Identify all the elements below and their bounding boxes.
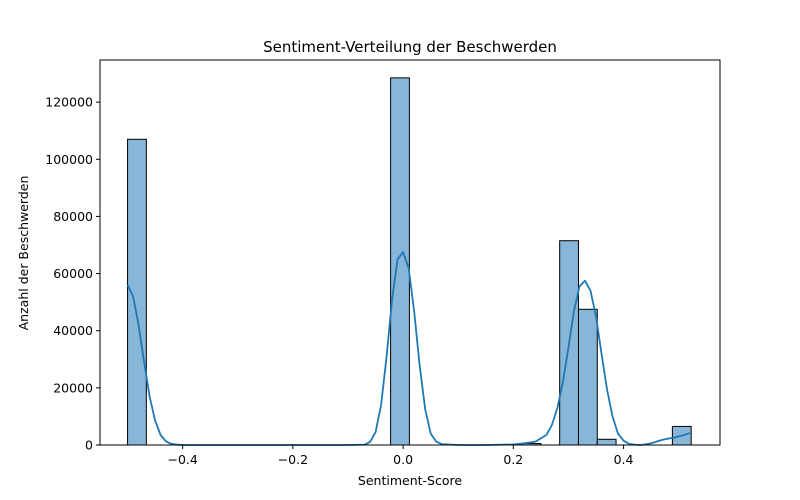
x-tick-label-1: −0.2 bbox=[278, 452, 308, 467]
plot-area bbox=[99, 59, 721, 446]
x-tick-label-3: 0.2 bbox=[503, 452, 523, 467]
y-tick-label-0: 0 bbox=[85, 438, 93, 453]
plot-frame bbox=[99, 59, 721, 446]
y-tick-label-2: 40000 bbox=[53, 323, 93, 338]
y-tick-label-3: 60000 bbox=[53, 266, 93, 281]
y-tick-label-4: 80000 bbox=[53, 209, 93, 224]
x-axis: −0.4 −0.2 0.0 0.2 0.4 bbox=[167, 445, 634, 467]
y-tick-label-1: 20000 bbox=[53, 380, 93, 395]
y-axis-label: Anzahl der Beschwerden bbox=[16, 176, 31, 331]
x-tick-label-4: 0.4 bbox=[614, 452, 634, 467]
x-tick-label-0: −0.4 bbox=[167, 452, 197, 467]
x-axis-label: Sentiment-Score bbox=[358, 473, 462, 488]
chart-title: Sentiment-Verteilung der Beschwerden bbox=[263, 38, 557, 56]
y-tick-label-6: 120000 bbox=[45, 95, 93, 110]
histogram-bar-5 bbox=[596, 438, 617, 446]
y-axis: 0 20000 40000 60000 80000 100000 120000 bbox=[45, 95, 100, 453]
x-tick-label-2: 0.0 bbox=[393, 452, 413, 467]
histogram-bar-4 bbox=[577, 308, 598, 446]
y-tick-label-5: 100000 bbox=[45, 152, 93, 167]
